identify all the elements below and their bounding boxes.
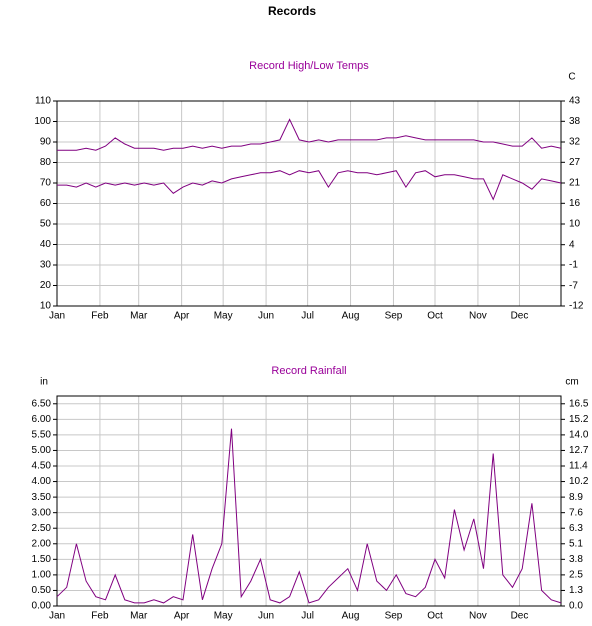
y-axis-label: in: [40, 377, 48, 388]
y2-tick-label: 4: [569, 239, 575, 250]
y2-tick-label: 16.5: [569, 398, 589, 409]
y-tick-label: 30: [40, 260, 52, 271]
y2-tick-label: 15.2: [569, 414, 589, 425]
x-tick-label: Jan: [49, 311, 65, 322]
y2-tick-label: 0.0: [569, 601, 583, 612]
x-tick-label: Jul: [301, 311, 314, 322]
y-tick-label: 80: [40, 157, 52, 168]
y-tick-label: 70: [40, 178, 52, 189]
y2-tick-label: 5.1: [569, 538, 583, 549]
y2-tick-label: 1.3: [569, 585, 583, 596]
x-tick-label: Jun: [258, 611, 274, 622]
y-tick-label: 10: [40, 301, 52, 312]
x-tick-label: Dec: [511, 311, 529, 322]
y-tick-label: 60: [40, 198, 52, 209]
x-tick-label: May: [214, 611, 233, 622]
y2-axis-label: cm: [565, 377, 578, 388]
y-tick-label: 40: [40, 239, 52, 250]
x-tick-label: Jan: [49, 611, 65, 622]
page-title: Records: [268, 4, 316, 18]
x-tick-label: Mar: [130, 311, 148, 322]
y-tick-label: 5.50: [32, 430, 52, 441]
y2-tick-label: 32: [569, 137, 581, 148]
y-tick-label: 90: [40, 137, 52, 148]
y2-tick-label: 12.7: [569, 445, 589, 456]
x-tick-label: Aug: [342, 311, 360, 322]
x-tick-label: Sep: [385, 311, 403, 322]
y2-tick-label: 6.3: [569, 523, 583, 534]
y2-tick-label: 38: [569, 116, 581, 127]
y2-tick-label: -7: [569, 280, 578, 291]
x-tick-label: Oct: [427, 611, 443, 622]
y2-tick-label: -1: [569, 260, 578, 271]
x-tick-label: Oct: [427, 311, 443, 322]
y-tick-label: 2.00: [32, 538, 52, 549]
y2-tick-label: 7.6: [569, 507, 583, 518]
chart-title: Record Rainfall: [271, 365, 346, 377]
x-tick-label: Nov: [469, 611, 487, 622]
x-tick-label: Apr: [174, 311, 190, 322]
x-tick-label: Feb: [91, 311, 109, 322]
y-tick-label: 4.50: [32, 461, 52, 472]
y2-tick-label: 2.5: [569, 570, 583, 581]
y-tick-label: 50: [40, 219, 52, 230]
chart-title: Record High/Low Temps: [249, 60, 369, 72]
y-tick-label: 5.00: [32, 445, 52, 456]
x-tick-label: Mar: [130, 611, 148, 622]
data-line: [57, 170, 562, 201]
y-tick-label: 1.50: [32, 554, 52, 565]
y-tick-label: 0.00: [32, 601, 52, 612]
y2-tick-label: 11.4: [569, 461, 588, 472]
y2-tick-label: 16: [569, 198, 581, 209]
x-tick-label: Feb: [91, 611, 109, 622]
y-tick-label: 3.50: [32, 492, 52, 503]
y2-tick-label: 14.0: [569, 430, 589, 441]
y-tick-label: 3.00: [32, 507, 52, 518]
y-tick-label: 100: [34, 116, 51, 127]
y2-tick-label: 3.8: [569, 554, 583, 565]
x-tick-label: Apr: [174, 611, 190, 622]
x-tick-label: Nov: [469, 311, 487, 322]
y2-tick-label: 21: [569, 178, 581, 189]
y2-tick-label: 10.2: [569, 476, 589, 487]
x-tick-label: Sep: [385, 611, 403, 622]
y-tick-label: 0.50: [32, 585, 52, 596]
data-line: [57, 118, 562, 151]
y2-axis-label: C: [568, 72, 575, 83]
data-line: [56, 428, 562, 604]
y2-tick-label: 27: [569, 157, 581, 168]
plot-frame: [56, 395, 562, 607]
y-tick-label: 20: [40, 280, 52, 291]
y-tick-label: 4.00: [32, 476, 52, 487]
y-tick-label: 2.50: [32, 523, 52, 534]
y2-tick-label: 8.9: [569, 492, 583, 503]
plot-frame: [56, 100, 562, 307]
y-tick-label: 110: [35, 96, 51, 107]
y2-tick-label: 43: [569, 96, 581, 107]
y2-tick-label: 10: [569, 219, 581, 230]
x-tick-label: Jun: [258, 311, 274, 322]
y-tick-label: 6.50: [32, 398, 52, 409]
y2-tick-label: -12: [569, 301, 584, 312]
x-tick-label: Aug: [342, 611, 360, 622]
x-tick-label: Dec: [511, 611, 529, 622]
x-tick-label: Jul: [301, 611, 314, 622]
x-tick-label: May: [214, 311, 233, 322]
y-tick-label: 6.00: [32, 414, 52, 425]
y-tick-label: 1.00: [32, 570, 52, 581]
